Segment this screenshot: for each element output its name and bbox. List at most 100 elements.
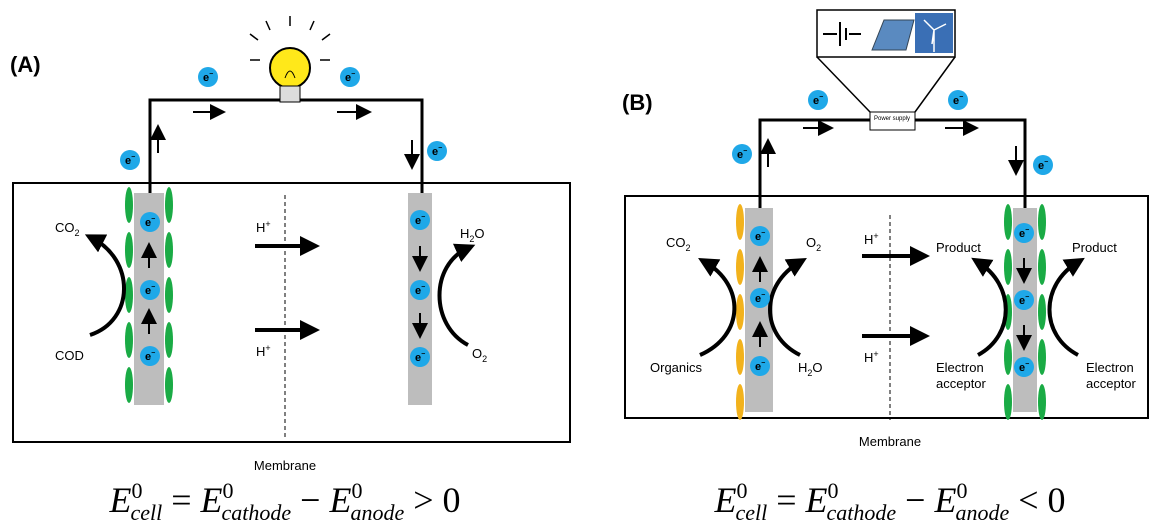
- bacterium: [165, 367, 173, 403]
- electron-charge: −: [1025, 294, 1029, 301]
- electron: [140, 280, 160, 300]
- electron-charge: −: [131, 154, 135, 161]
- electron: [808, 90, 828, 110]
- electron: [140, 212, 160, 232]
- electron: [410, 280, 430, 300]
- electron: [750, 288, 770, 308]
- label: H2O: [460, 226, 485, 244]
- curved-arrow: [1047, 257, 1085, 357]
- bacterium: [736, 249, 744, 285]
- electron-label: e−: [755, 292, 765, 305]
- bacterium: [1038, 294, 1046, 330]
- electron-label: e−: [145, 350, 155, 363]
- wire: [148, 98, 424, 195]
- bacterium: [736, 294, 744, 330]
- electron-label: e−: [813, 94, 823, 107]
- electron-base: e: [1019, 228, 1025, 240]
- bacterium: [1004, 204, 1012, 240]
- biofilm: [125, 187, 173, 403]
- electron-base: e: [1038, 160, 1044, 172]
- electron-charge: −: [151, 216, 155, 223]
- label: H+: [256, 343, 271, 359]
- electron-base: e: [145, 217, 151, 229]
- electron-base: e: [145, 285, 151, 297]
- electron: [1014, 223, 1034, 243]
- electron: [120, 150, 140, 170]
- electron-label: e−: [145, 216, 155, 229]
- label: Electron acceptor: [936, 360, 987, 391]
- bacterium: [165, 187, 173, 223]
- electron: [410, 347, 430, 367]
- bulb: [249, 16, 331, 103]
- curved-arrow: [971, 257, 1008, 357]
- electron-charge: −: [151, 350, 155, 357]
- bacterium: [1038, 204, 1046, 240]
- bacterium: [125, 277, 133, 313]
- electron-base: e: [415, 285, 421, 297]
- biofilm: [736, 204, 1046, 420]
- electron-label: e−: [1038, 159, 1048, 172]
- power-source: [816, 9, 956, 113]
- electron: [1014, 290, 1034, 310]
- bacterium: [125, 232, 133, 268]
- electron-label: e−: [415, 284, 425, 297]
- label: H+: [864, 231, 879, 247]
- electron-base: e: [415, 352, 421, 364]
- electron-base: e: [755, 361, 761, 373]
- bacterium: [165, 322, 173, 358]
- bacterium: [125, 187, 133, 223]
- bacterium: [1038, 249, 1046, 285]
- electron-base: e: [145, 351, 151, 363]
- electrons: e− e−e− e−e−e−e−e−e−e−e− e−e−e−e−e−e−e−e−e−: [120, 67, 1053, 377]
- electron: [750, 356, 770, 376]
- electron-label: e−: [203, 71, 213, 84]
- electron-base: e: [345, 72, 351, 84]
- label: Electron acceptor: [1086, 360, 1137, 391]
- label: CO2: [666, 235, 691, 253]
- electron-label: e−: [1019, 294, 1029, 307]
- electron: [1033, 155, 1053, 175]
- electron: [732, 144, 752, 164]
- electron: [948, 90, 968, 110]
- electron: [750, 226, 770, 246]
- bacterium: [736, 339, 744, 375]
- curved-arrow: [84, 234, 126, 337]
- electron-base: e: [755, 231, 761, 243]
- electron-charge: −: [761, 292, 765, 299]
- electron: [1014, 357, 1034, 377]
- electron: [140, 346, 160, 366]
- electron-label: e−: [755, 230, 765, 243]
- electron-base: e: [953, 95, 959, 107]
- label: H+: [256, 219, 271, 235]
- bacterium: [1038, 339, 1046, 375]
- electron-charge: −: [1025, 361, 1029, 368]
- electron-charge: −: [743, 148, 747, 155]
- equation: E0 cell = E0 cathode − E0 anode < 0: [713, 478, 1065, 522]
- label: O2: [472, 346, 487, 364]
- bacterium: [125, 322, 133, 358]
- membrane-label: Membrane: [859, 434, 921, 449]
- bacterium: [165, 277, 173, 313]
- label: H+: [864, 349, 879, 365]
- electron-label: e−: [755, 360, 765, 373]
- electron-base: e: [755, 293, 761, 305]
- electron-label: e−: [953, 94, 963, 107]
- electron-charge: −: [151, 284, 155, 291]
- bacterium: [165, 232, 173, 268]
- electron-label: e−: [345, 71, 355, 84]
- label: Product: [936, 240, 981, 255]
- electron-charge: −: [421, 284, 425, 291]
- bacterium: [1038, 384, 1046, 420]
- electron-label: e−: [1019, 227, 1029, 240]
- electron-label: e−: [432, 145, 442, 158]
- power-supply-label: Power supply: [874, 116, 910, 122]
- electron-label: e−: [1019, 361, 1029, 374]
- electron-charge: −: [959, 94, 963, 101]
- electron-charge: −: [209, 71, 213, 78]
- electron-base: e: [432, 146, 438, 158]
- membrane-label: Membrane: [254, 458, 316, 473]
- equation: E0 cell = E0 cathode − E0 anode > 0: [108, 478, 460, 522]
- label: Product: [1072, 240, 1117, 255]
- label: O2: [806, 235, 821, 253]
